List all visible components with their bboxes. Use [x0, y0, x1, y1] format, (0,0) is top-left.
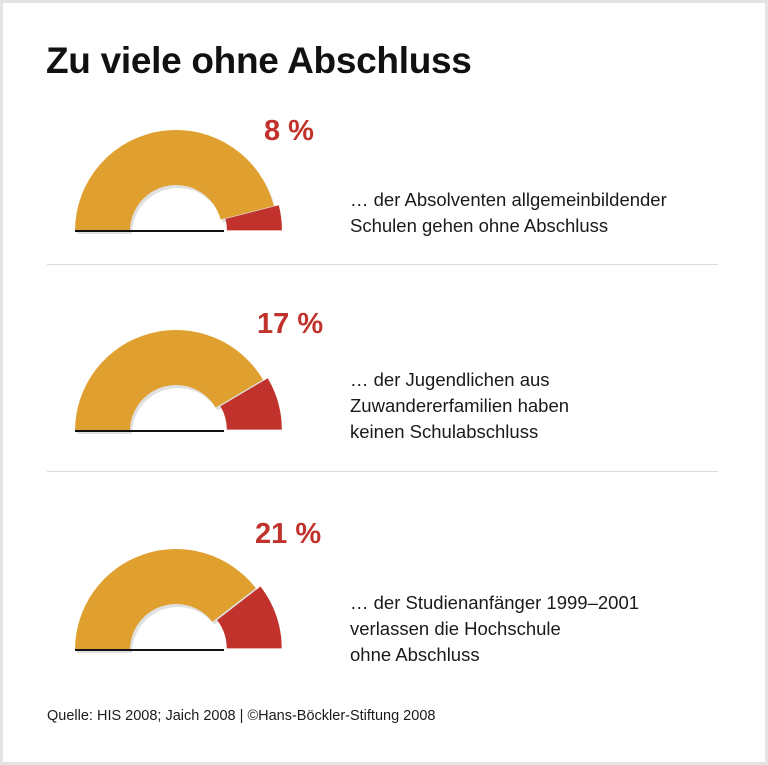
desc-line: ohne Abschluss	[350, 644, 480, 665]
gauge-1-value-label: 8 %	[264, 115, 314, 147]
gauge-remainder-segment	[75, 130, 274, 231]
chart-title: Zu viele ohne Abschluss	[46, 40, 472, 81]
desc-line: … der Absolventen allgemeinbildender	[350, 189, 667, 210]
gauge-1	[75, 130, 282, 234]
gauge-remainder-segment	[75, 549, 256, 650]
divider	[47, 264, 718, 265]
gauge-highlight-segment	[220, 378, 282, 430]
gauge-2	[75, 330, 282, 434]
desc-line: keinen Schulabschluss	[350, 421, 539, 442]
desc-line: … der Studienanfänger 1999–2001	[350, 592, 640, 613]
gauge-highlight-segment	[217, 586, 282, 649]
gauge-3-description: … der Studienanfänger 1999–2001 verlasse…	[350, 590, 639, 668]
desc-line: verlassen die Hochschule	[350, 618, 561, 639]
source-note: Quelle: HIS 2008; Jaich 2008 | ©Hans-Böc…	[47, 708, 436, 724]
gauge-2-value-label: 17 %	[257, 308, 324, 340]
desc-line: … der Jugendlichen aus	[350, 369, 550, 390]
gauge-remainder-segment	[75, 330, 263, 431]
gauge-1-description: … der Absolventen allgemeinbildender Sch…	[350, 187, 667, 239]
desc-line: Zuwandererfamilien haben	[350, 395, 570, 416]
gauge-2-description: … der Jugendlichen aus Zuwandererfamilie…	[350, 367, 569, 445]
gauge-3	[75, 549, 282, 653]
gauge-highlight-segment	[225, 205, 282, 231]
desc-line: Schulen gehen ohne Abschluss	[350, 215, 609, 236]
divider	[47, 471, 718, 472]
gauge-3-value-label: 21 %	[255, 518, 322, 550]
